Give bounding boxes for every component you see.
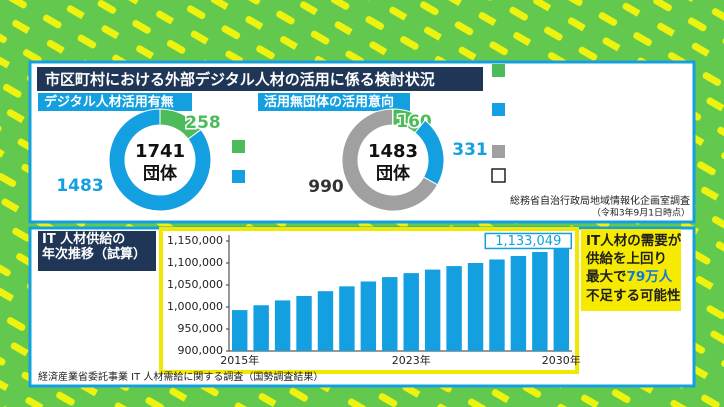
annotation-text: 不足する可能性 (586, 287, 681, 304)
x-tick-label: 2015年 (220, 353, 259, 367)
bar-title-box (38, 231, 156, 271)
bar (553, 248, 569, 351)
y-tick-label: 900,000 (178, 344, 224, 357)
x-tick-label: 2023年 (392, 353, 431, 367)
donut-title: 活用無団体の活用意向 (264, 94, 394, 110)
value-label: 258 (185, 113, 221, 133)
bar (274, 300, 291, 351)
annotation: IT人材の需要が 供給を上回り 最大で79万人 不足する可能性 (586, 232, 681, 305)
bar (467, 263, 484, 351)
bar (532, 252, 548, 351)
annotation-text: 79万人 (626, 269, 673, 286)
bar (403, 273, 419, 351)
bar (489, 259, 505, 351)
source: 総務省自治行政局地域情報化企画室調査 (510, 194, 690, 207)
legend-swatch (232, 170, 245, 183)
y-tick-label: 1,000,000 (167, 300, 223, 313)
value-label-box (484, 232, 573, 250)
bar (382, 277, 398, 351)
bar (253, 305, 269, 351)
bar (446, 266, 462, 351)
legend-swatch (492, 64, 505, 77)
source: 経済産業省委託事業 IT 人材需給に関する調査（国勢調査結果） (38, 370, 323, 383)
value-label: 331 (452, 140, 488, 160)
annotation-box (581, 229, 681, 311)
main-title: 市区町村における外部デジタル人材の活用に係る検討状況 (45, 71, 435, 89)
value-label: 1483 (56, 176, 103, 196)
bar (232, 310, 248, 351)
bar (424, 269, 441, 351)
legend-swatch (492, 103, 505, 116)
y-tick-label: 1,050,000 (167, 278, 223, 291)
annotation-text: IT人材の需要が (586, 233, 682, 249)
bar (510, 255, 527, 351)
donut-total: 1741 (135, 141, 185, 162)
donut-total: 1483 (368, 141, 418, 162)
annotation-text: 最大で (586, 269, 627, 286)
donut-slice (108, 108, 212, 212)
bar-title: IT 人材供給の 年次推移（試算） (42, 232, 147, 262)
legend-swatch (492, 145, 505, 158)
bar (360, 281, 377, 351)
bar (339, 286, 355, 351)
subtitle-box (38, 93, 192, 111)
donut-slice (341, 108, 439, 212)
title-bar (37, 67, 483, 91)
donut-title: デジタル人材活用有無 (44, 94, 174, 110)
y-tick-label: 1,100,000 (167, 256, 223, 269)
subtitle-box (258, 93, 410, 111)
y-tick-label: 1,150,000 (167, 234, 223, 247)
value-label: 1,133,049 (495, 234, 561, 249)
source: （令和3年9月1日時点） (592, 207, 690, 219)
bar (296, 296, 312, 351)
donut-total-unit: 団体 (143, 163, 178, 184)
donut-total-unit: 団体 (376, 163, 411, 184)
legend-swatch (232, 140, 245, 153)
value-label: 990 (308, 177, 344, 197)
annotation-text: 供給を上回り (586, 251, 667, 268)
x-tick-label: 2030年 (542, 353, 581, 367)
legend-swatch (491, 168, 506, 183)
y-tick-label: 950,000 (178, 322, 224, 335)
bar (317, 291, 334, 351)
